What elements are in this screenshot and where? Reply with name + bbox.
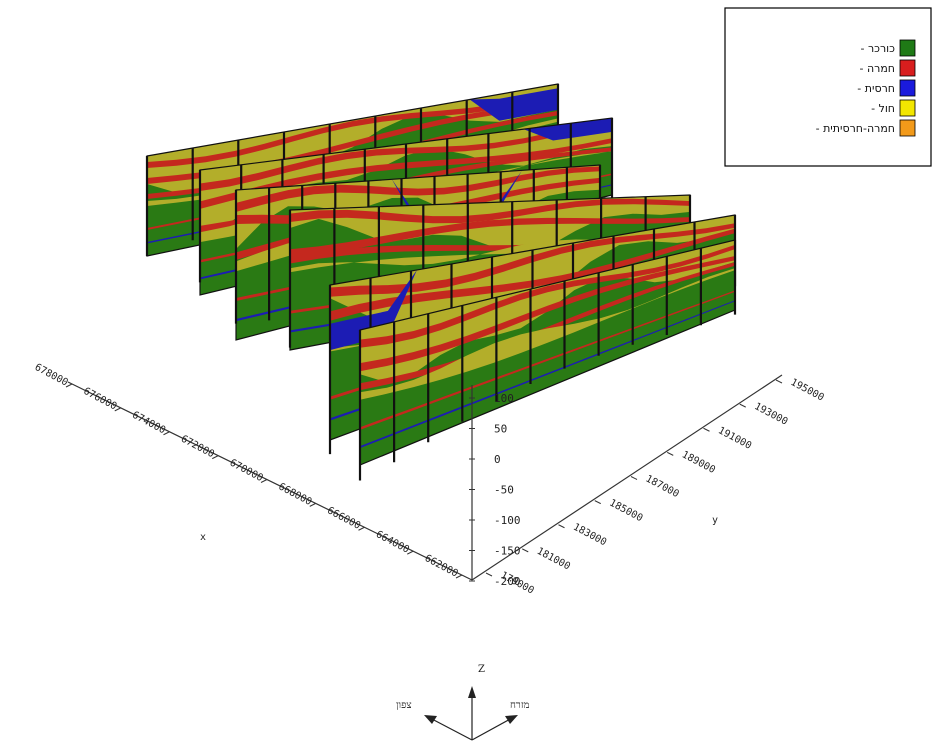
x-axis-letter: x xyxy=(200,532,206,543)
red-layer xyxy=(360,262,735,391)
z-axis-ticks: 100 50 0 -50 -100 -150 -200 xyxy=(469,392,521,588)
z-axis-tick-label: -100 xyxy=(494,514,521,527)
z-axis-tick-label: -200 xyxy=(494,575,521,588)
compass-left-line xyxy=(429,717,473,741)
z-axis-tick-label: 50 xyxy=(494,423,507,436)
red-layer xyxy=(147,101,558,184)
legend-swatch xyxy=(899,119,916,137)
red-layer xyxy=(147,90,558,168)
axis-tick xyxy=(455,574,463,579)
red-layer xyxy=(290,198,690,224)
olive-layer xyxy=(200,118,612,232)
axis-tick-label: 191000 xyxy=(716,425,753,452)
axis-tick xyxy=(260,479,268,483)
axis-tick-label: 666000 xyxy=(325,505,362,532)
axis-tick-label: 678000 xyxy=(33,362,70,389)
compass-right-label: מזרח xyxy=(510,700,530,711)
axis-tick xyxy=(163,431,170,436)
z-axis-tick-label: -50 xyxy=(494,484,514,497)
axis-tick-label: 181000 xyxy=(535,546,572,573)
axis-tick-label: 672000 xyxy=(179,434,216,461)
compass-right-arrowhead-icon xyxy=(505,715,518,724)
olive-layer xyxy=(360,268,735,400)
red-layer xyxy=(290,228,690,264)
legend-swatch xyxy=(899,59,916,77)
axis-tick-label: 674000 xyxy=(130,410,167,437)
compass-right-line xyxy=(471,717,513,741)
axis-tick xyxy=(558,524,565,529)
axis-tick-label: 193000 xyxy=(752,401,789,428)
axis-tick xyxy=(630,476,638,480)
y-axis-ticks: 1950001930001910001890001870001850001830… xyxy=(485,377,826,597)
axis-tick-label: 662000 xyxy=(423,553,460,580)
legend: - כורכר - חמרה - חרסית - חול - חמרה-חרסיתית xyxy=(724,7,932,167)
axis-tick xyxy=(485,572,493,577)
axis-tick-label: 676000 xyxy=(81,386,118,413)
legend-label: - חרסית xyxy=(857,82,895,95)
red-layer xyxy=(236,166,600,212)
red-layer xyxy=(360,290,735,430)
axis-tick xyxy=(667,451,674,456)
compass-left-label: צפון xyxy=(396,700,412,711)
legend-label: - חמרה xyxy=(859,62,895,75)
red-layer xyxy=(200,138,612,209)
z-axis-tick-label: -150 xyxy=(494,545,521,558)
axis-tick xyxy=(358,526,365,531)
axis-tick-label: 189000 xyxy=(680,449,717,476)
cross-sections xyxy=(145,83,737,481)
legend-swatch xyxy=(899,39,916,57)
axis-tick-label: 670000 xyxy=(228,457,265,484)
red-layer xyxy=(360,244,735,348)
axis-tick-label: 187000 xyxy=(644,473,681,500)
blue-layer xyxy=(360,300,735,449)
axis-tick xyxy=(703,427,710,432)
orientation-compass: Z צפון מזרח xyxy=(396,664,530,741)
legend-label: - חול xyxy=(871,102,895,115)
compass-up-label: Z xyxy=(478,664,485,675)
axis-tick-label: 185000 xyxy=(607,498,644,525)
z-axis-tick-label: 0 xyxy=(494,453,501,466)
legend-swatch xyxy=(899,79,916,97)
axis-tick xyxy=(522,548,529,553)
axis-tick xyxy=(114,407,121,412)
compass-up-arrowhead-icon xyxy=(468,686,476,698)
red-layer xyxy=(147,110,558,199)
x-axis-line xyxy=(67,381,473,581)
axis-tick xyxy=(407,550,414,555)
red-layer xyxy=(360,256,735,372)
axis-tick xyxy=(65,383,73,388)
axis-tick-label: 183000 xyxy=(571,522,608,549)
axis-tick-label: 668000 xyxy=(276,481,313,508)
y-axis-letter: y xyxy=(712,515,718,526)
axis-tick xyxy=(309,502,316,507)
y-axis-line xyxy=(471,374,783,581)
red-layer xyxy=(330,228,735,321)
legend-swatch xyxy=(899,99,916,117)
red-layer xyxy=(290,217,690,258)
axis-tick xyxy=(212,455,219,460)
z-axis-tick-label: 100 xyxy=(494,392,514,405)
section-panel xyxy=(360,240,735,465)
legend-label: - חמרה-חרסיתית xyxy=(816,122,895,135)
axis-tick xyxy=(739,403,746,408)
axis-tick-label: 664000 xyxy=(374,529,411,556)
axes xyxy=(67,374,783,581)
compass-left-arrowhead-icon xyxy=(424,715,437,724)
axis-tick xyxy=(775,379,783,384)
legend-box xyxy=(724,7,932,167)
axis-tick-label: 195000 xyxy=(789,377,826,404)
legend-label: - כורכר xyxy=(860,42,895,55)
axis-tick xyxy=(594,500,601,505)
